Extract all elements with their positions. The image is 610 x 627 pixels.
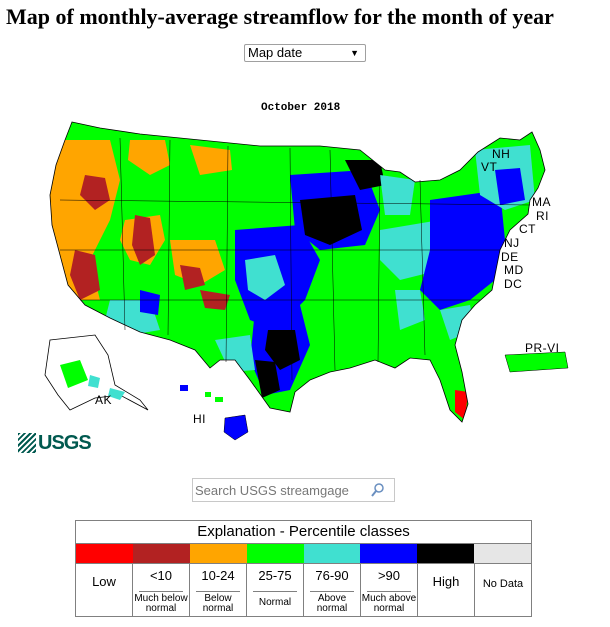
legend-swatches xyxy=(76,543,531,563)
map-date-label: October 2018 xyxy=(261,102,340,114)
legend-cell-below: 10-24 Below normal xyxy=(189,564,246,617)
hawaii-map xyxy=(180,385,248,440)
legend-low-label: Low xyxy=(76,574,132,589)
legend-below-text: Below normal xyxy=(190,594,246,614)
label-nj: NJ xyxy=(504,236,520,250)
legend-cell-much-above: >90 Much above normal xyxy=(360,564,417,617)
label-pr-vi: PR-VI xyxy=(525,341,560,355)
legend-swatch-normal xyxy=(247,544,304,563)
label-nh: NH xyxy=(492,147,510,161)
legend-swatch-high xyxy=(417,544,474,563)
legend-cell-no-data: No Data xyxy=(474,564,531,617)
search-icon[interactable] xyxy=(370,482,386,498)
legend-below-range: 10-24 xyxy=(190,568,246,583)
above-michigan xyxy=(380,175,415,215)
usgs-logo[interactable]: USGS xyxy=(18,432,91,454)
label-de: DE xyxy=(501,250,519,264)
much-above-newengland xyxy=(495,168,525,205)
legend-normal-text: Normal xyxy=(247,598,303,608)
label-ct: CT xyxy=(519,222,536,236)
legend: Explanation - Percentile classes Low <10… xyxy=(75,520,532,617)
legend-cell-low: Low xyxy=(76,564,132,617)
legend-swatch-much-above xyxy=(360,544,417,563)
legend-swatch-low xyxy=(76,544,133,563)
legend-high-label: High xyxy=(418,574,474,589)
legend-title: Explanation - Percentile classes xyxy=(76,523,531,540)
legend-swatch-above xyxy=(304,544,361,563)
legend-much-below-text: Much below normal xyxy=(133,594,189,614)
label-ak: AK xyxy=(95,393,112,407)
legend-labels: Low <10 Much below normal 10-24 Below no… xyxy=(76,563,531,617)
puerto-rico-map xyxy=(505,352,568,372)
label-md: MD xyxy=(504,263,524,277)
legend-normal-range: 25-75 xyxy=(247,568,303,583)
legend-swatch-no-data xyxy=(474,544,531,563)
label-vt: VT xyxy=(481,160,497,174)
legend-swatch-much-below xyxy=(133,544,190,563)
legend-much-above-range: >90 xyxy=(361,568,417,583)
legend-cell-normal: 25-75 Normal xyxy=(246,564,303,617)
legend-swatch-below xyxy=(190,544,247,563)
legend-cell-above: 76-90 Above normal xyxy=(303,564,360,617)
legend-no-data-label: No Data xyxy=(475,578,531,590)
legend-above-text: Above normal xyxy=(304,594,360,614)
label-dc: DC xyxy=(504,277,522,291)
usgs-waves-icon xyxy=(18,433,36,453)
search-box[interactable] xyxy=(192,478,395,502)
label-ri: RI xyxy=(536,209,549,223)
legend-much-below-range: <10 xyxy=(133,568,189,583)
label-ma: MA xyxy=(532,195,551,209)
legend-above-range: 76-90 xyxy=(304,568,360,583)
usgs-logo-text: USGS xyxy=(38,432,91,455)
legend-much-above-text: Much above normal xyxy=(361,594,417,614)
legend-cell-high: High xyxy=(417,564,474,617)
search-input[interactable] xyxy=(193,479,368,501)
label-hi: HI xyxy=(193,412,206,426)
legend-cell-much-below: <10 Much below normal xyxy=(132,564,189,617)
